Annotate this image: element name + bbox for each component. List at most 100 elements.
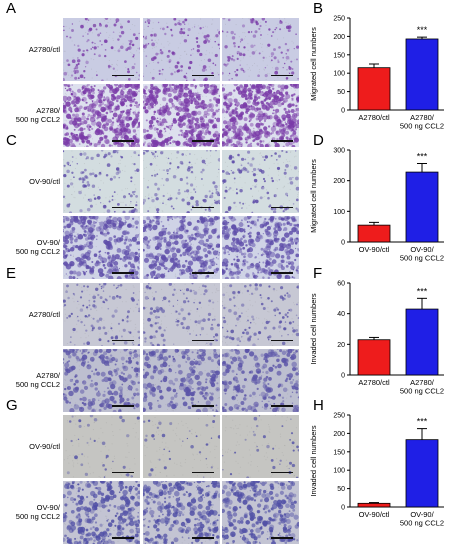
micrograph-tile: [142, 215, 220, 279]
scale-bar: [271, 471, 293, 473]
y-tick-label: 200: [333, 178, 345, 185]
micrograph-tile: [222, 150, 299, 213]
y-tick-label: 40: [337, 311, 345, 318]
panel-letter: B: [313, 0, 324, 17]
row-label: A2780/500 ng CCL2: [0, 106, 60, 124]
scale-bar: [112, 339, 134, 341]
row-label: OV-90/500 ng CCL2: [0, 238, 60, 256]
panel-letter: F: [313, 265, 323, 282]
y-axis-label: Invaded cell numbers: [309, 425, 318, 497]
panel-letter: E: [6, 265, 17, 282]
row-label-line: 500 ng CCL2: [15, 512, 60, 521]
scale-bar: [271, 537, 293, 539]
row-label-line: OV-90/: [36, 503, 60, 512]
y-tick-label: 200: [333, 34, 345, 41]
row-label: OV-90/500 ng CCL2: [0, 503, 60, 521]
row-label-line: A2780/ctl: [28, 310, 60, 319]
y-tick-label: 100: [333, 71, 345, 78]
row-label-line: A2780/ctl: [28, 45, 60, 54]
micrograph-tile: [63, 348, 140, 412]
row-label: OV-90/ctl: [0, 177, 60, 186]
panel-letter: H: [313, 397, 324, 414]
scale-bar: [271, 405, 293, 407]
micrograph-tile: [63, 83, 140, 147]
x-tick-label: OV-90/: [410, 510, 434, 519]
micrograph-tile: [63, 18, 140, 81]
significance-label: ***: [417, 417, 428, 427]
micrograph-tile: [142, 150, 220, 213]
row-label: A2780/ctl: [0, 45, 60, 54]
y-tick-label: 250: [333, 413, 345, 420]
bar: [405, 439, 439, 508]
scale-bar: [271, 272, 293, 274]
row-label-line: A2780/: [36, 106, 60, 115]
row-label-line: OV-90/: [36, 238, 60, 247]
y-tick-label: 100: [333, 468, 345, 475]
bar-chart: Migrated cell numbers 0 50 100 150 200 250 A278…: [309, 16, 444, 131]
micrograph-tile: [63, 150, 140, 213]
micrograph-tile: [142, 283, 220, 346]
scale-bar: [271, 140, 293, 142]
micrograph-tile: [63, 215, 140, 279]
micrograph-tile: [222, 415, 299, 478]
row-label-line: OV-90/ctl: [29, 177, 60, 186]
scale-bar: [191, 140, 214, 142]
x-tick-label: OV-90/ctl: [359, 510, 390, 519]
micrograph-tile: [222, 283, 299, 346]
y-tick-label: 200: [333, 431, 345, 438]
row-label: A2780/ctl: [0, 310, 60, 319]
x-tick-label: A2780/: [410, 113, 435, 122]
bar-chart: Invaded cell numbers 0 20 40 60 A2780/ctl *** A…: [309, 281, 444, 396]
y-tick-label: 50: [337, 486, 345, 493]
y-axis-label: Invaded cell numbers: [309, 293, 318, 365]
bar: [357, 67, 391, 111]
scale-bar: [191, 74, 214, 76]
bar-chart: Invaded cell numbers 0 50 100 150 200 250 OV-90…: [309, 413, 444, 528]
scale-bar: [112, 272, 134, 274]
x-tick-label: 500 ng CCL2: [400, 519, 444, 528]
row-label-line: 500 ng CCL2: [15, 247, 60, 256]
micrograph-tile: [63, 283, 140, 346]
y-tick-label: 100: [333, 209, 345, 216]
y-tick-label: 150: [333, 449, 345, 456]
y-axis-label: Migrated cell numbers: [309, 159, 318, 233]
micrograph-tile: [63, 480, 140, 544]
row-label-line: OV-90/ctl: [29, 442, 60, 451]
x-tick-label: 500 ng CCL2: [400, 254, 444, 263]
y-tick-label: 50: [337, 89, 345, 96]
bar: [405, 171, 439, 243]
scale-bar: [112, 206, 134, 208]
y-tick-label: 20: [337, 342, 345, 349]
x-tick-label: OV-90/ctl: [359, 245, 390, 254]
panel-letter: C: [6, 132, 17, 149]
micrograph-tile: [142, 415, 220, 478]
scale-bar: [271, 74, 293, 76]
bar: [357, 502, 391, 508]
y-tick-label: 0: [341, 505, 345, 512]
bar-chart: Migrated cell numbers 0 100 200 300 OV-90/ctl…: [309, 148, 444, 263]
y-tick-label: 0: [341, 108, 345, 115]
scale-bar: [112, 405, 134, 407]
row-label-line: 500 ng CCL2: [15, 380, 60, 389]
row-label: A2780/500 ng CCL2: [0, 371, 60, 389]
scale-bar: [112, 537, 134, 539]
scale-bar: [271, 339, 293, 341]
row-label-line: A2780/: [36, 371, 60, 380]
x-tick-label: A2780/ctl: [358, 113, 390, 122]
panel-letter: G: [6, 397, 18, 414]
y-tick-label: 250: [333, 16, 345, 23]
micrograph-tile: [142, 83, 220, 147]
y-tick-label: 60: [337, 281, 345, 288]
micrograph-tile: [222, 18, 299, 81]
significance-label: ***: [417, 25, 428, 35]
x-tick-label: 500 ng CCL2: [400, 387, 444, 396]
scale-bar: [112, 471, 134, 473]
y-tick-label: 300: [333, 148, 345, 155]
y-axis-label: Migrated cell numbers: [309, 27, 318, 101]
scale-bar: [112, 140, 134, 142]
y-tick-label: 150: [333, 52, 345, 59]
significance-label: ***: [417, 151, 428, 161]
micrograph-tile: [222, 215, 299, 279]
bar: [357, 339, 391, 376]
micrograph-tile: [142, 348, 220, 412]
